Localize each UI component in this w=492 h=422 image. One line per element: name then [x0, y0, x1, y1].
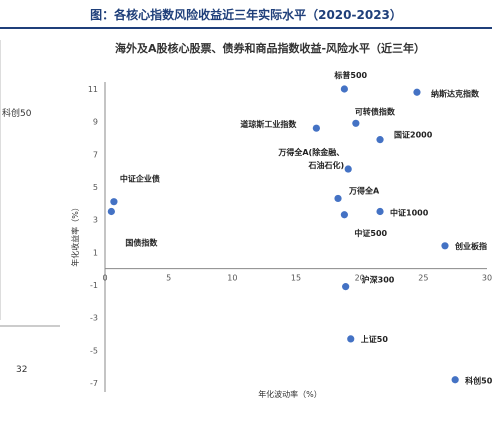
x-tick-label: 5 — [166, 274, 171, 283]
point-label: 国债指数 — [125, 238, 158, 248]
y-tick-labels: 11 9 7 5 3 1 -1 -3 -5 -7 — [88, 85, 98, 388]
point-label: 万得全A(除金融、石油石化) — [277, 147, 344, 170]
point-label: 道琼斯工业指数 — [240, 119, 297, 129]
y-axis-label: 年化收益率（%） — [70, 203, 80, 267]
left-fragment-tick: 32 — [16, 365, 27, 375]
point-label: 标普500 — [333, 70, 367, 80]
y-tick-label: 11 — [88, 85, 98, 94]
x-tick-label: 20 — [355, 274, 365, 283]
point-label: 科创50 — [465, 376, 492, 386]
data-point — [347, 335, 355, 343]
data-point — [334, 194, 342, 203]
point-label: 创业板指 — [454, 241, 487, 251]
data-point — [376, 136, 384, 144]
data-point — [451, 376, 459, 384]
point-label: 中证企业债 — [120, 174, 160, 184]
point-label: 中证1000 — [390, 208, 429, 218]
y-tick-label: 5 — [93, 183, 98, 192]
y-tick-label: 3 — [93, 216, 98, 225]
y-tick-label: 7 — [93, 150, 98, 159]
left-fragment: 科创50 32 — [0, 40, 60, 375]
y-tick-label: -7 — [90, 379, 98, 388]
chart-title: 海外及A股核心股票、债券和商品指数收益-风险水平（近三年） — [115, 41, 425, 55]
y-tick-label: -1 — [90, 281, 98, 290]
data-point — [110, 198, 118, 206]
point-label: 沪深300 — [362, 275, 395, 285]
point-label: 可转债指数 — [355, 106, 396, 116]
y-tick-label: 1 — [93, 248, 98, 257]
point-label: 中证500 — [354, 228, 387, 238]
point-label: 国证2000 — [394, 130, 433, 140]
x-tick-label: 30 — [482, 274, 492, 283]
point-label: 万得全A — [348, 185, 380, 195]
data-point — [376, 207, 384, 216]
data-point — [441, 242, 449, 250]
x-tick-label: 10 — [227, 274, 237, 283]
x-tick-labels: 0 5 10 15 20 25 30 — [102, 274, 492, 283]
x-tick-label: 15 — [291, 274, 301, 283]
point-label: 纳斯达克指数 — [431, 88, 480, 98]
figure-title: 图：各核心指数风险收益近三年实际水平（2020-2023） — [90, 8, 402, 22]
data-point — [344, 165, 352, 173]
x-tick-label: 0 — [102, 274, 107, 283]
data-point — [312, 124, 320, 132]
title-divider — [0, 27, 492, 29]
left-fragment-label: 科创50 — [2, 107, 32, 119]
axes — [104, 82, 487, 392]
data-point — [413, 88, 421, 96]
data-point — [352, 119, 360, 127]
x-tick-label: 25 — [418, 274, 428, 283]
data-point — [340, 211, 348, 219]
point-label: 上证50 — [361, 334, 389, 344]
y-tick-label: -3 — [90, 314, 98, 323]
data-point — [340, 85, 348, 93]
data-points — [107, 85, 459, 384]
data-point — [107, 207, 115, 216]
y-tick-label: -5 — [90, 346, 98, 355]
x-axis-label: 年化波动率（%） — [258, 389, 322, 399]
y-tick-label: 9 — [93, 118, 98, 127]
data-point — [342, 283, 350, 291]
